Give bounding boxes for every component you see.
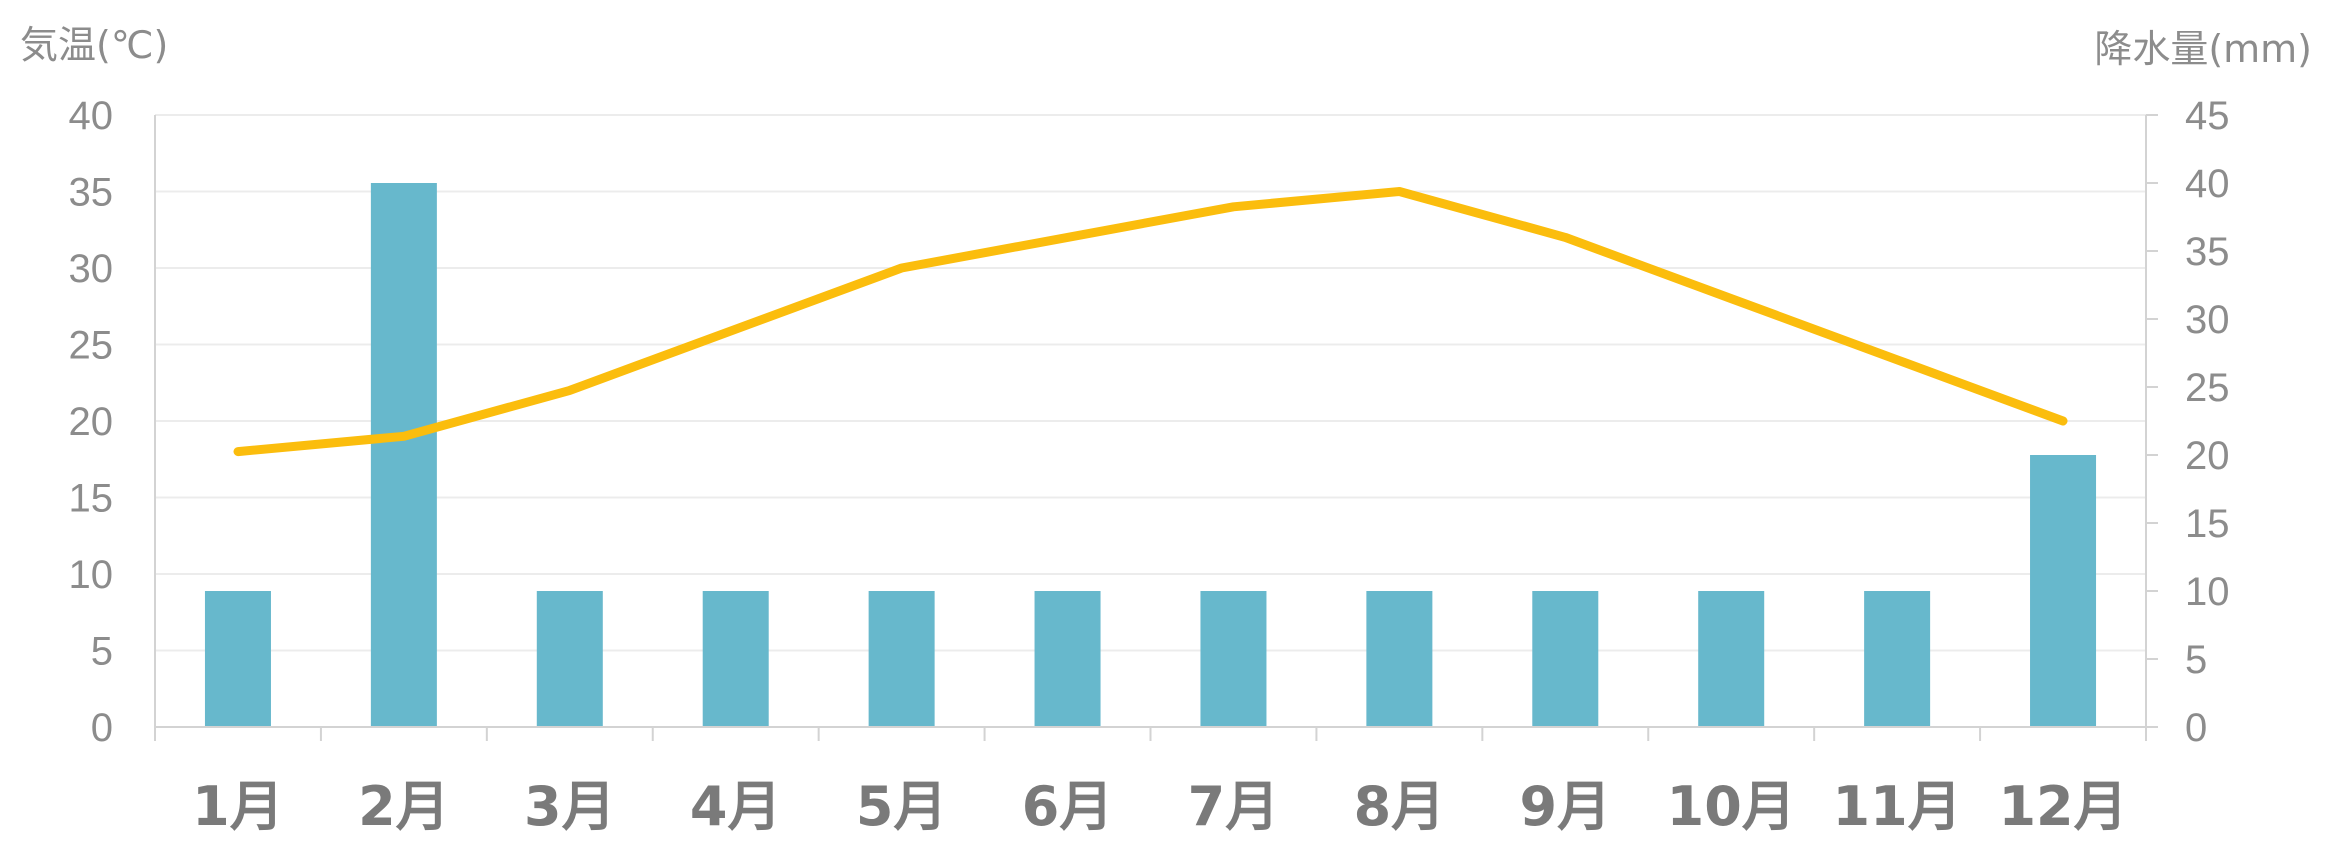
left-tick-label: 20 [69, 400, 114, 444]
right-tick-label: 15 [2185, 502, 2230, 546]
category-label: 8月 [1354, 775, 1446, 838]
category-labels: 1月 2月 3月 4月 5月 6月 7月 8月 9月 10月 11月 12月 [192, 775, 2127, 838]
left-axis-title: 気温(℃) [20, 23, 168, 67]
left-tick-label: 25 [69, 324, 114, 368]
left-axis-ticks: 0 5 10 15 20 25 30 35 40 [69, 94, 114, 750]
right-tick-label: 40 [2185, 162, 2230, 206]
category-label: 7月 [1188, 775, 1280, 838]
right-tick-label: 10 [2185, 570, 2230, 614]
category-label: 6月 [1022, 775, 1114, 838]
precip-bar [1698, 591, 1765, 727]
right-tick-label: 30 [2185, 298, 2230, 342]
precip-bar [204, 591, 271, 727]
right-axis-ticks: 0 5 10 15 20 25 30 35 40 45 [2185, 94, 2230, 750]
left-tick-label: 35 [69, 171, 114, 215]
category-label: 12月 [1998, 775, 2127, 838]
left-tick-label: 40 [69, 94, 114, 138]
right-tick-label: 45 [2185, 94, 2230, 138]
precip-bar [1034, 591, 1101, 727]
right-tick-label: 20 [2185, 434, 2230, 478]
axes [154, 114, 2158, 741]
temperature-line [233, 187, 2068, 457]
left-tick-label: 0 [91, 706, 113, 750]
category-label: 10月 [1667, 775, 1796, 838]
precip-bar [868, 591, 935, 727]
left-tick-label: 15 [69, 477, 114, 521]
left-tick-label: 5 [91, 630, 113, 674]
category-label: 9月 [1520, 775, 1612, 838]
right-tick-label: 25 [2185, 366, 2230, 410]
left-tick-label: 30 [69, 247, 114, 291]
precip-bar [1864, 591, 1931, 727]
precip-bar [370, 183, 437, 727]
precipitation-bars [204, 183, 2097, 727]
right-tick-label: 0 [2185, 706, 2207, 750]
category-label: 3月 [524, 775, 616, 838]
category-label: 4月 [690, 775, 782, 838]
category-label: 5月 [856, 775, 948, 838]
precip-bar [536, 591, 603, 727]
precip-bar [702, 591, 769, 727]
right-tick-label: 35 [2185, 230, 2230, 274]
precip-bar [1366, 591, 1433, 727]
precip-bar [1532, 591, 1599, 727]
right-tick-label: 5 [2185, 638, 2207, 682]
precip-bar [2030, 455, 2097, 727]
left-tick-label: 10 [69, 553, 114, 597]
category-label: 11月 [1833, 775, 1962, 838]
category-label: 2月 [358, 775, 450, 838]
precip-bar [1200, 591, 1267, 727]
temperature-series-line [233, 187, 2068, 457]
category-label: 1月 [192, 775, 284, 838]
gridlines [155, 114, 2146, 652]
right-axis-title: 降水量(mm) [2094, 27, 2312, 71]
